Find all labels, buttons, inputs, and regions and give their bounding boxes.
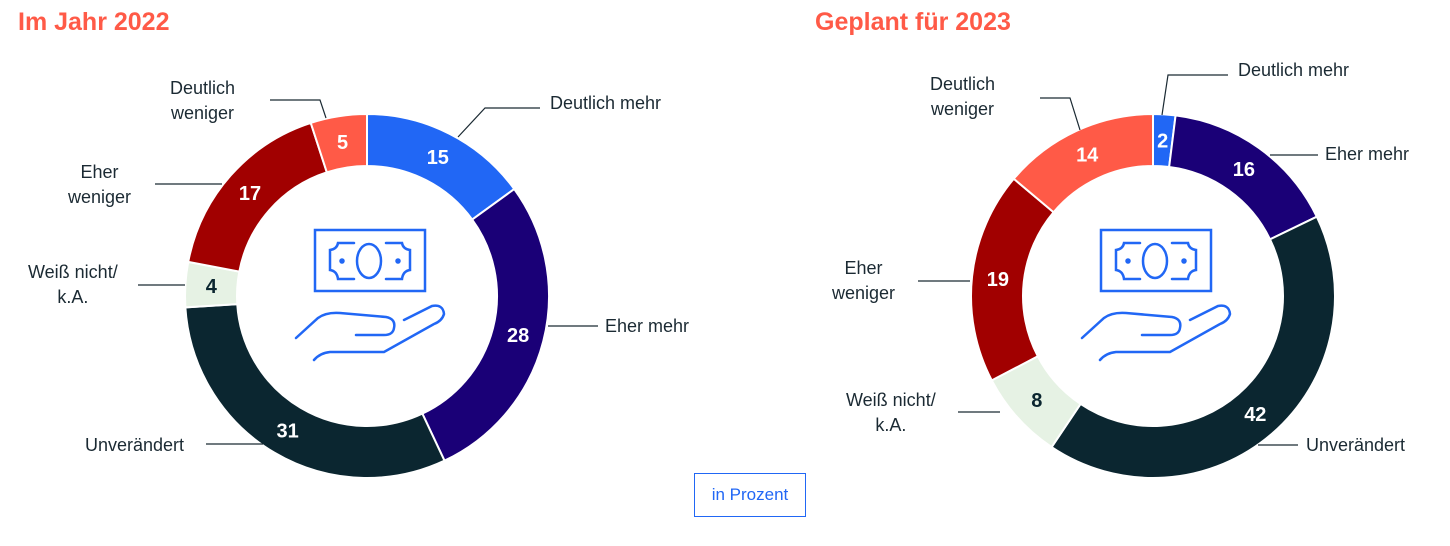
leader-line bbox=[1040, 97, 1081, 131]
donut-slice bbox=[309, 112, 368, 174]
unit-badge: in Prozent bbox=[694, 473, 806, 517]
data-label: 19 bbox=[987, 269, 1009, 291]
data-label: 31 bbox=[276, 420, 298, 442]
money-hand-icon bbox=[294, 228, 446, 362]
data-label: 28 bbox=[507, 325, 529, 347]
donut-slice bbox=[970, 177, 1055, 382]
data-label: 15 bbox=[427, 147, 449, 169]
label-deutlich-mehr-2023: Deutlich mehr bbox=[1238, 60, 1350, 80]
donut-slice bbox=[1050, 215, 1336, 479]
label-eher-mehr-2022: Eher mehr bbox=[605, 316, 690, 336]
data-label: 14 bbox=[1076, 145, 1099, 167]
label-eher-weniger-2023: Eher weniger bbox=[832, 258, 896, 303]
chart-title-2022: Im Jahr 2022 bbox=[18, 8, 170, 36]
data-label: 5 bbox=[337, 132, 348, 154]
donut-slice bbox=[421, 187, 550, 463]
label-unveraendert-2022: Unverändert bbox=[85, 435, 185, 455]
money-hand-icon bbox=[1080, 228, 1232, 362]
label-eher-weniger-2022: Eher weniger bbox=[68, 162, 132, 207]
data-label: 2 bbox=[1157, 130, 1168, 152]
leader-line bbox=[457, 107, 540, 138]
donut-slice bbox=[1012, 112, 1154, 214]
data-label: 17 bbox=[239, 183, 261, 205]
label-weiss-nicht-2023: Weiß nicht/k.A. bbox=[846, 390, 936, 435]
data-label: 42 bbox=[1244, 404, 1266, 426]
leader-line bbox=[1161, 74, 1228, 116]
data-label: 16 bbox=[1233, 159, 1255, 181]
label-deutlich-weniger-2023: Deutlich weniger bbox=[930, 74, 996, 119]
chart-title-2023: Geplant für 2023 bbox=[815, 8, 1011, 36]
label-weiss-nicht-2022: Weiß nicht/k.A. bbox=[28, 262, 118, 307]
leader-line bbox=[270, 99, 327, 119]
label-eher-mehr-2023: Eher mehr bbox=[1325, 144, 1410, 164]
data-label: 8 bbox=[1031, 390, 1042, 412]
donut-slice bbox=[184, 303, 446, 479]
data-label: 4 bbox=[206, 276, 218, 298]
label-unveraendert-2023: Unverändert bbox=[1306, 435, 1406, 455]
label-deutlich-weniger-2022: Deutlich weniger bbox=[170, 78, 236, 123]
label-deutlich-mehr-2022: Deutlich mehr bbox=[550, 93, 662, 113]
